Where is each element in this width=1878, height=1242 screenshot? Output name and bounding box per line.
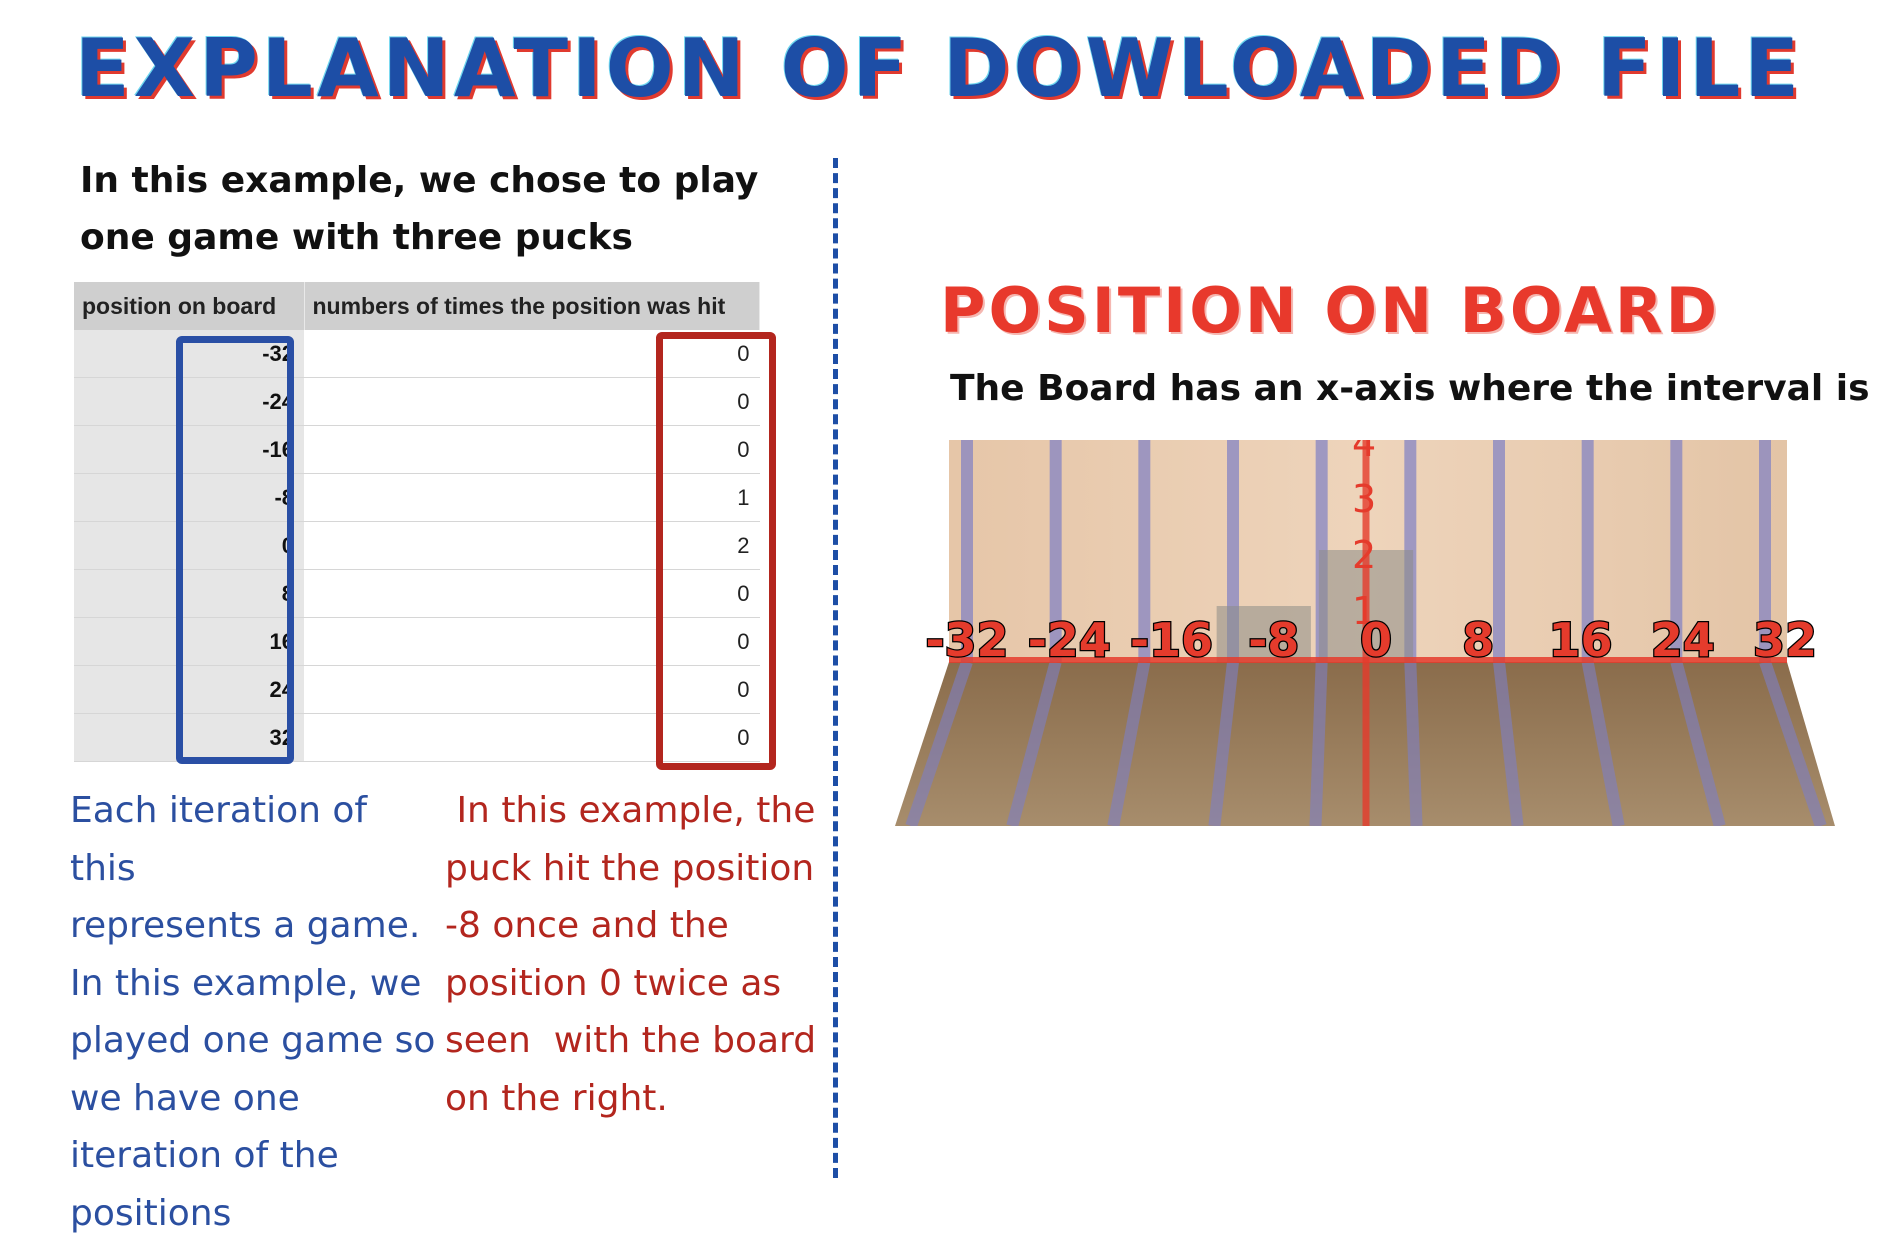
red-note-line: In this example, the [445, 782, 835, 840]
blue-note-line: In this example, we [70, 955, 440, 1013]
blue-note-line: played one game so [70, 1012, 440, 1070]
blue-note-line: positions [70, 1185, 440, 1242]
red-note-line: on the right. [445, 1070, 835, 1128]
dashed-divider [833, 158, 838, 1178]
board-x-label: 8 [1462, 613, 1494, 667]
red-note-line: position 0 twice as [445, 955, 835, 1013]
page-title: EXPLANATION OF DOWLOADED FILE [0, 22, 1878, 115]
red-explanation: In this example, the puck hit the positi… [445, 782, 835, 1127]
board-x-label: 32 [1753, 613, 1817, 667]
board-y-label: 4 [1352, 440, 1376, 465]
board-description: The Board has an x-axis where the interv… [950, 368, 1870, 409]
board-x-label: -8 [1248, 613, 1299, 667]
red-note-line: -8 once and the [445, 897, 835, 955]
board-x-label: 0 [1360, 613, 1392, 667]
board-x-label: 24 [1651, 613, 1715, 667]
intro-line-1: In this example, we chose to play [80, 152, 780, 209]
hits-column-highlight [656, 332, 776, 770]
position-column-highlight [176, 336, 294, 764]
board-x-label: 16 [1548, 613, 1612, 667]
board-floor-lane-line [1315, 662, 1321, 826]
board-floor-lane-line [1410, 662, 1416, 826]
intro-line-2: one game with three pucks [80, 209, 780, 266]
board-y-label: 2 [1352, 533, 1376, 577]
column-header-hits: numbers of times the position was hit [304, 282, 760, 330]
board-x-label: -32 [925, 613, 1008, 667]
blue-explanation: Each iteration of this represents a game… [70, 782, 440, 1242]
blue-note-line: iteration of the [70, 1127, 440, 1185]
blue-note-line: represents a game. [70, 897, 440, 955]
column-header-position: position on board [74, 282, 304, 330]
board-x-label: -24 [1028, 613, 1111, 667]
intro-text: In this example, we chose to play one ga… [80, 152, 780, 266]
board-x-label: -16 [1130, 613, 1213, 667]
red-note-line: puck hit the position [445, 840, 835, 898]
position-heading: POSITION ON BOARD [940, 274, 1840, 347]
board-y-label: 3 [1352, 477, 1376, 521]
blue-note-line: we have one [70, 1070, 440, 1128]
blue-note-line: Each iteration of this [70, 782, 440, 897]
red-note-line: seen with the board [445, 1012, 835, 1070]
table-header-row: position on board numbers of times the p… [74, 282, 760, 330]
